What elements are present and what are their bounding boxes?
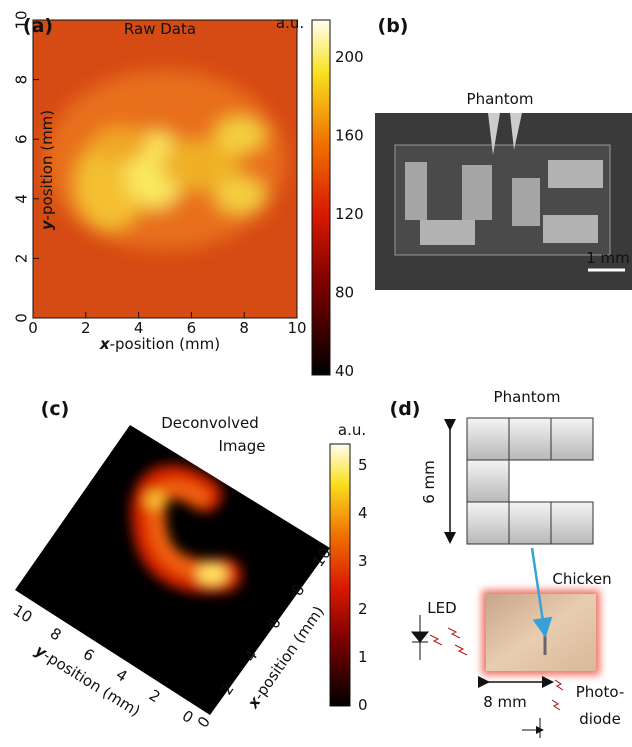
- colorbar-tick-label: 4: [358, 504, 368, 522]
- colorbar-unit: a.u.: [276, 14, 304, 32]
- dimension-label: 6 mm: [420, 460, 438, 504]
- panel-title: Phantom: [494, 388, 561, 406]
- y-tick-label: 0: [13, 313, 31, 323]
- x-axis-label: x-position (mm): [99, 335, 220, 353]
- colorbar-tick-label: 3: [358, 552, 368, 570]
- y-tick-label: 0: [179, 707, 197, 727]
- colorbar-unit: a.u.: [338, 421, 366, 439]
- panel-title: Image: [219, 437, 266, 455]
- x-tick-label: 0: [194, 713, 214, 731]
- colorbar-tick-label: 120: [335, 205, 364, 223]
- y-tick-label: 6: [80, 645, 98, 665]
- panel-label: (b): [378, 15, 409, 37]
- raw-heatmap: [33, 20, 297, 318]
- colorbar-tick-label: 2: [358, 600, 368, 618]
- panel-title: Phantom: [467, 90, 534, 108]
- phantom-schematic: [467, 418, 593, 544]
- y-tick-label: 10: [10, 601, 36, 626]
- y-tick-label: 8: [13, 75, 31, 85]
- x-tick-label: 8: [239, 319, 249, 337]
- panel-label: (c): [41, 398, 70, 420]
- y-axis-label: y-position (mm): [38, 110, 56, 230]
- y-tick-label: 6: [13, 134, 31, 144]
- dimension-label: 8 mm: [483, 693, 527, 711]
- colorbar-tick-label: 200: [335, 48, 364, 66]
- axis-text: -position (mm): [110, 335, 221, 353]
- colorbar-tick-label: 5: [358, 456, 368, 474]
- axis-text: -position (mm): [38, 110, 56, 221]
- y-tick-label: 2: [13, 254, 31, 264]
- y-tick-label: 8: [47, 624, 65, 644]
- panel-label: (d): [390, 398, 421, 420]
- scale-bar-label: 1 mm: [586, 249, 630, 267]
- colorbar-tick-label: 1: [358, 648, 368, 666]
- sample-label: Chicken: [552, 570, 611, 588]
- y-tick-label: 4: [113, 665, 131, 685]
- y-tick-label: 2: [146, 686, 164, 706]
- colorbar: [312, 20, 330, 375]
- colorbar-tick-label: 160: [335, 127, 364, 145]
- y-tick-label: 10: [13, 10, 31, 29]
- panel-title: Raw Data: [124, 20, 196, 38]
- figure: (a)Raw Dataa.u.02468100246810x-position …: [0, 0, 632, 743]
- colorbar-tick-label: 80: [335, 284, 354, 302]
- colorbar-tick-label: 40: [335, 362, 354, 380]
- x-tick-label: 10: [287, 319, 306, 337]
- colorbar: [330, 444, 350, 706]
- colorbar-tick-label: 0: [358, 696, 368, 714]
- source-label: LED: [427, 599, 456, 617]
- panel-title: Deconvolved: [161, 414, 259, 432]
- detector-label: diode: [579, 710, 621, 728]
- x-tick-label: 2: [81, 319, 91, 337]
- y-tick-label: 4: [13, 194, 31, 204]
- detector-label: Photo-: [576, 683, 624, 701]
